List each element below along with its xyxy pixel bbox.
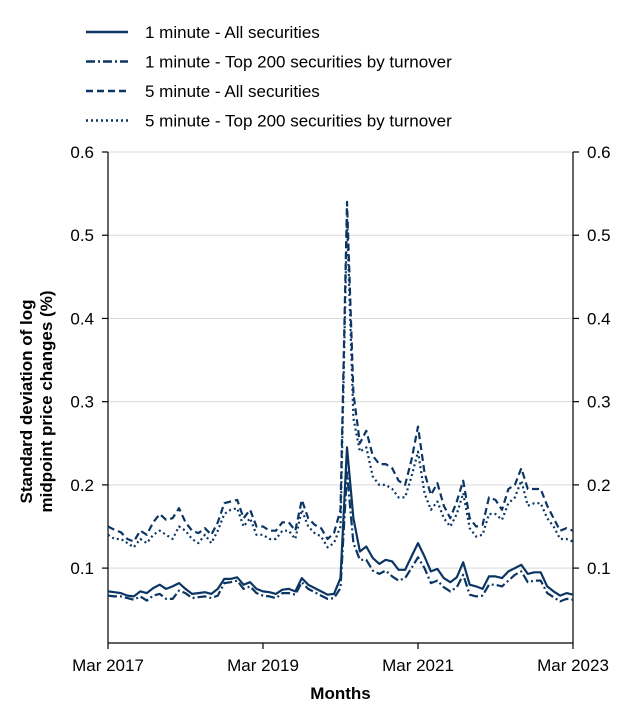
- x-tick-label: Mar 2017: [72, 656, 144, 675]
- y-tick-label-right: 0.5: [587, 226, 611, 245]
- legend: 1 minute - All securities 1 minute - Top …: [86, 23, 452, 131]
- series-line-3: [107, 200, 574, 543]
- x-tick-label: Mar 2019: [227, 656, 299, 675]
- y-tick-label-left: 0.5: [70, 226, 94, 245]
- y-tick-label-left: 0.1: [70, 559, 94, 578]
- series-line-4: [107, 217, 574, 549]
- x-tick-label: Mar 2023: [537, 656, 609, 675]
- y-tick-label-left: 0.4: [70, 309, 94, 328]
- y-tick-label-right: 0.4: [587, 309, 611, 328]
- x-axis-title: Months: [310, 684, 370, 703]
- legend-label-2: 1 minute - Top 200 securities by turnove…: [145, 53, 452, 72]
- legend-label-3: 5 minute - All securities: [145, 82, 320, 101]
- axes: [102, 151, 579, 649]
- y-tick-label-right: 0.3: [587, 393, 611, 412]
- y-tick-label-left: 0.6: [70, 143, 94, 162]
- y-tick-label-left: 0.3: [70, 393, 94, 412]
- tick-labels: 0.1 0.1 0.2 0.2 0.3 0.3 0.4 0.4 0.5 0.5 0.6 0.6 Mar …: [70, 143, 610, 675]
- y-tick-label-right: 0.1: [587, 559, 611, 578]
- x-tick-label: Mar 2021: [382, 656, 454, 675]
- plot-area: [107, 200, 574, 603]
- legend-label-4: 5 minute - Top 200 securities by turnove…: [145, 112, 452, 131]
- y-tick-label-right: 0.6: [587, 143, 611, 162]
- y-tick-label-left: 0.2: [70, 476, 94, 495]
- y-tick-label-right: 0.2: [587, 476, 611, 495]
- y-axis-title-line-1: Standard deviation of log: [17, 299, 36, 503]
- y-axis-title-line-2: midpoint price changes (%): [37, 291, 56, 513]
- series-line-2: [107, 471, 574, 603]
- legend-label-1: 1 minute - All securities: [145, 23, 320, 42]
- y-axis-title: Standard deviation of logmidpoint price …: [17, 291, 56, 513]
